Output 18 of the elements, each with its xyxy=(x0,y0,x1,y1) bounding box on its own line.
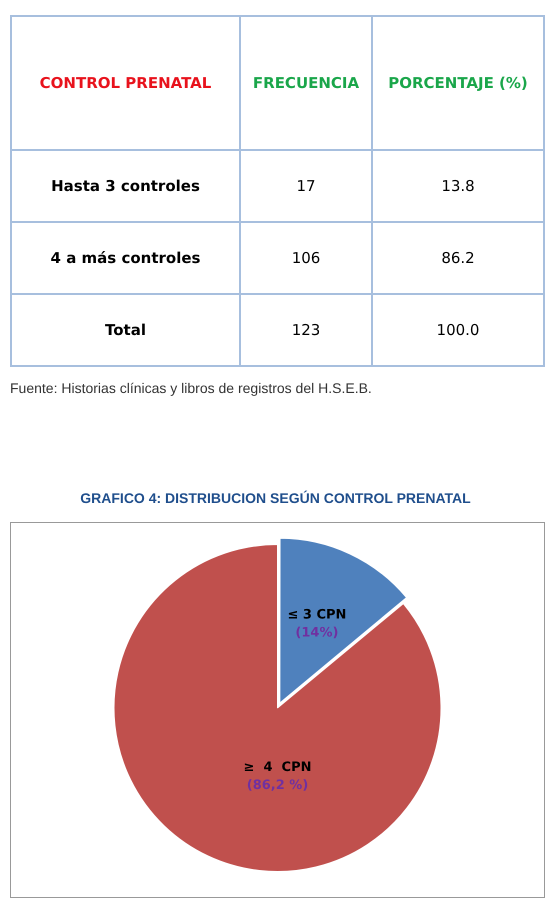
data-label: (86,2 %) xyxy=(246,778,308,794)
category-label: 4 a más controles xyxy=(11,222,240,294)
source-note: Fuente: Historias clínicas y libros de registros del H.S.E.B. xyxy=(10,380,372,396)
data-label: (14%) xyxy=(295,625,338,640)
slice-label: ≤ 3 CPN xyxy=(287,607,346,622)
data-label: 106 xyxy=(240,222,372,294)
data-label: 86.2 xyxy=(372,222,544,294)
category-label: Hasta 3 controles xyxy=(11,150,240,222)
data-label: 13.8 xyxy=(372,150,544,222)
text: FRECUENCIA xyxy=(240,16,372,150)
text: PORCENTAJE (%) xyxy=(372,16,544,150)
data-label: 100.0 xyxy=(372,294,544,366)
chart-title: GRAFICO 4: DISTRIBUCION SEGÚN CONTROL PRENATAL xyxy=(79,490,472,506)
data-label: 123 xyxy=(240,294,372,366)
text: CONTROL PRENATAL xyxy=(11,16,240,150)
slice-label: ≥ 4 CPN xyxy=(244,760,312,776)
data-label: 17 xyxy=(240,150,372,222)
category-label: Total xyxy=(11,294,240,366)
